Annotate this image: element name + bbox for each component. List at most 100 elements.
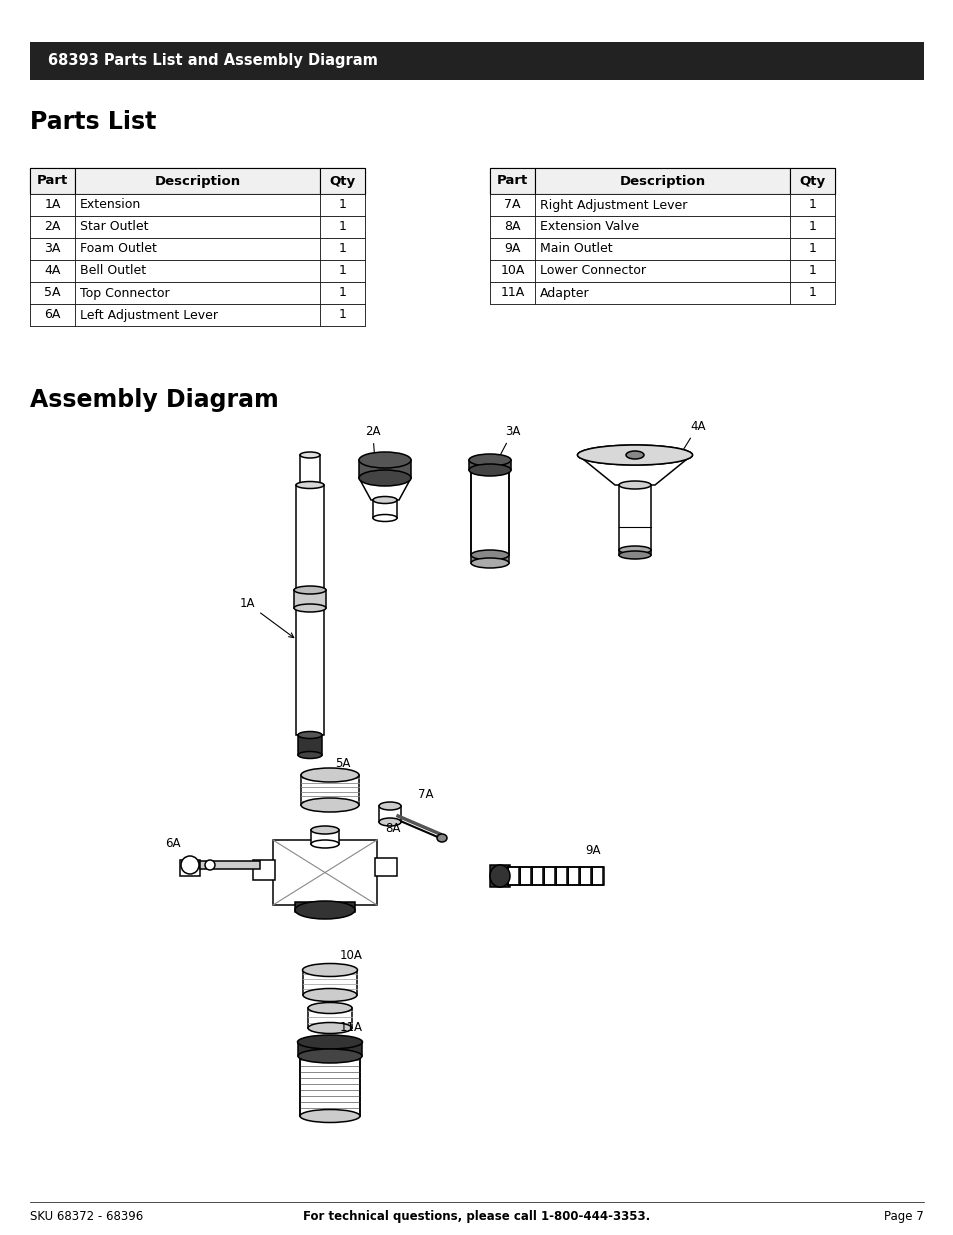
Bar (490, 168, 834, 194)
Bar (30, 168, 365, 194)
Bar (200, 861, 260, 869)
Text: Page 7: Page 7 (883, 1210, 923, 1223)
Text: 1: 1 (338, 242, 346, 256)
Bar (253, 860, 274, 881)
Text: 1: 1 (808, 264, 816, 278)
Bar (294, 902, 355, 911)
Text: 9A: 9A (504, 242, 520, 256)
Bar (490, 261, 535, 282)
Ellipse shape (311, 840, 338, 848)
Text: 1: 1 (338, 287, 346, 300)
Text: Qty: Qty (329, 174, 355, 188)
Bar (75, 304, 319, 326)
Text: 1A: 1A (44, 199, 61, 211)
Text: 8A: 8A (385, 823, 400, 835)
Ellipse shape (297, 1035, 362, 1049)
Text: 5A: 5A (335, 757, 350, 769)
Polygon shape (358, 478, 411, 500)
Bar (30, 216, 75, 238)
Bar (30, 261, 75, 282)
Bar (319, 194, 365, 216)
Text: 5A: 5A (44, 287, 61, 300)
Bar (301, 776, 358, 805)
Bar (319, 168, 365, 194)
Bar (299, 1056, 359, 1116)
Bar (567, 867, 578, 885)
Bar (30, 282, 365, 304)
Text: 10A: 10A (339, 948, 362, 962)
Bar (30, 194, 365, 216)
Text: Part: Part (37, 174, 68, 188)
Bar (490, 194, 535, 216)
Bar (30, 261, 365, 282)
Ellipse shape (297, 1049, 361, 1063)
Text: 7A: 7A (504, 199, 520, 211)
Text: Lower Connector: Lower Connector (539, 264, 645, 278)
Bar (789, 282, 834, 304)
Text: 1: 1 (808, 221, 816, 233)
Ellipse shape (577, 445, 692, 466)
Bar (75, 216, 319, 238)
Text: 1: 1 (338, 221, 346, 233)
Text: 1: 1 (338, 309, 346, 321)
Text: Top Connector: Top Connector (80, 287, 170, 300)
Ellipse shape (297, 731, 322, 739)
Ellipse shape (299, 1109, 359, 1123)
Bar (30, 194, 75, 216)
Bar (75, 238, 319, 261)
Bar (294, 590, 326, 608)
Bar (789, 216, 834, 238)
Bar (30, 216, 365, 238)
Bar (295, 485, 324, 735)
Text: Main Outlet: Main Outlet (539, 242, 612, 256)
Ellipse shape (471, 550, 509, 559)
Ellipse shape (181, 856, 199, 874)
Bar (297, 1042, 361, 1056)
Bar (180, 860, 200, 876)
Bar (319, 282, 365, 304)
Text: 1A: 1A (240, 597, 294, 637)
Text: Qty: Qty (799, 174, 824, 188)
Bar (30, 304, 365, 326)
Ellipse shape (618, 546, 650, 555)
Text: 1: 1 (808, 287, 816, 300)
Ellipse shape (625, 451, 643, 459)
Bar (490, 194, 834, 216)
Ellipse shape (618, 480, 650, 489)
Bar (490, 216, 535, 238)
Text: 4A: 4A (677, 420, 705, 459)
Text: 2A: 2A (365, 425, 380, 458)
Bar (490, 168, 535, 194)
Bar (319, 261, 365, 282)
Text: 6A: 6A (44, 309, 61, 321)
Bar (30, 282, 75, 304)
Ellipse shape (373, 496, 396, 504)
Text: 7A: 7A (417, 788, 433, 802)
Bar (519, 867, 531, 885)
Bar (535, 216, 789, 238)
Ellipse shape (373, 515, 396, 521)
Bar (308, 1008, 352, 1028)
Bar (592, 867, 602, 885)
Text: 1: 1 (808, 199, 816, 211)
Bar (532, 867, 542, 885)
Text: 4A: 4A (44, 264, 61, 278)
Bar (311, 830, 338, 844)
Ellipse shape (303, 988, 356, 1002)
Bar (490, 238, 535, 261)
Bar (789, 261, 834, 282)
Bar (299, 454, 319, 485)
Text: SKU 68372 - 68396: SKU 68372 - 68396 (30, 1210, 143, 1223)
Bar (618, 550, 650, 555)
Bar (490, 216, 834, 238)
Text: Bell Outlet: Bell Outlet (80, 264, 146, 278)
Bar (30, 168, 75, 194)
Bar (556, 867, 566, 885)
Ellipse shape (301, 768, 358, 782)
Text: 1: 1 (338, 264, 346, 278)
Ellipse shape (469, 464, 511, 475)
Text: 3A: 3A (44, 242, 61, 256)
Ellipse shape (299, 482, 319, 488)
Bar (789, 168, 834, 194)
Text: 11A: 11A (500, 287, 524, 300)
